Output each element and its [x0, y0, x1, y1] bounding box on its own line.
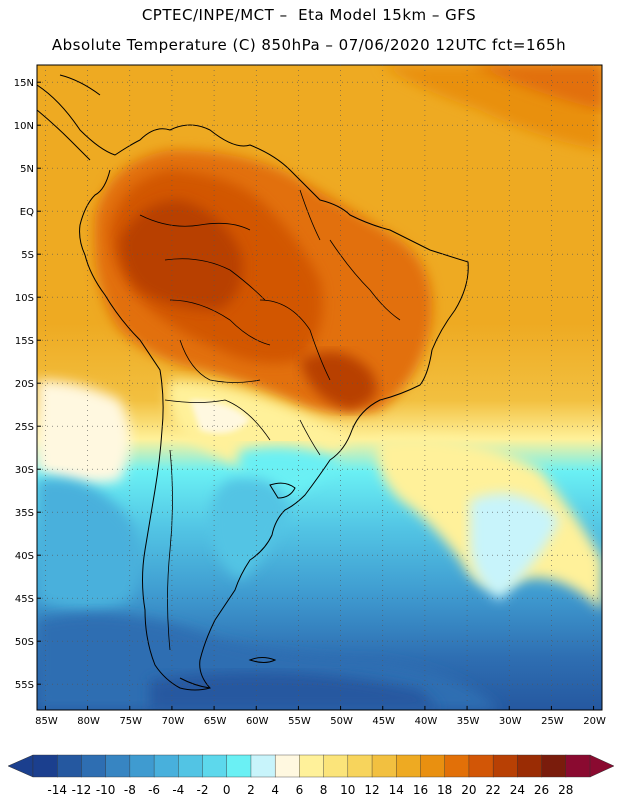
lat-label: 35S	[15, 508, 34, 519]
colorbar-label: 14	[389, 783, 404, 797]
lon-label: 25W	[541, 716, 564, 727]
lon-label: 60W	[246, 716, 269, 727]
colorbar-cell	[323, 754, 349, 778]
colorbar-left-arrow	[7, 754, 34, 778]
colorbar-cell	[32, 754, 58, 778]
colorbar-label: -12	[72, 783, 92, 797]
lon-label: 30W	[499, 716, 522, 727]
colorbar-label: 6	[296, 783, 304, 797]
colorbar-cell	[57, 754, 82, 778]
lat-label: 20S	[15, 379, 34, 390]
colorbar-label: 26	[534, 783, 549, 797]
colorbar-label: 10	[340, 783, 355, 797]
lon-label: 65W	[204, 716, 227, 727]
lat-label: 25S	[15, 422, 34, 433]
colorbar-label: -8	[124, 783, 136, 797]
colorbar-label: 18	[437, 783, 452, 797]
lat-label: 10N	[14, 121, 34, 132]
colorbar-cell	[250, 754, 276, 778]
lon-label: 40W	[415, 716, 438, 727]
lon-label: 80W	[77, 716, 100, 727]
lon-label: 20W	[583, 716, 606, 727]
lat-label: 40S	[15, 551, 34, 562]
lon-label: 55W	[288, 716, 311, 727]
coastlines	[37, 74, 469, 691]
lon-label: 35W	[457, 716, 480, 727]
colorbar-cell	[226, 754, 252, 778]
colorbar-label: -14	[47, 783, 67, 797]
colorbar-cell	[153, 754, 179, 778]
lon-label: 85W	[35, 716, 58, 727]
colorbar-cell	[129, 754, 155, 778]
colorbar-labels: -14 -12 -10 -8 -6 -4 -2 0 2 4 6 8 10 12 14 16 18 20 22 24 26…	[47, 783, 573, 797]
temperature-field	[37, 65, 602, 710]
colorbar-cell	[178, 754, 204, 778]
map-frame	[36, 64, 603, 711]
longitude-labels: 85W 80W 75W 70W 65W 60W 55W 50W 45W 40W 35W 30W 25W 2…	[35, 716, 606, 727]
colorbar-cell	[492, 754, 518, 778]
lat-label: 50S	[15, 637, 34, 648]
lat-label: 30S	[15, 465, 34, 476]
lon-label: 45W	[372, 716, 395, 727]
lon-label: 50W	[330, 716, 353, 727]
colorbar-cell	[371, 754, 397, 778]
colorbar-right-arrow	[589, 754, 615, 778]
lat-label: 10S	[15, 293, 34, 304]
colorbar-cell	[81, 754, 107, 778]
lat-label: 55S	[15, 680, 34, 691]
colorbar-cell	[541, 754, 567, 778]
colorbar-cell	[299, 754, 325, 778]
colorbar-cell	[202, 754, 228, 778]
lon-label: 75W	[119, 716, 142, 727]
lat-label: 5S	[21, 250, 34, 261]
colorbar-cell	[468, 754, 494, 778]
colorbar-label: 20	[461, 783, 476, 797]
latitude-labels: 15N 10N 5N EQ 5S 10S 15S 20S 25S 30S 35S 40S 45S 50S 5…	[14, 78, 34, 691]
lat-label: 15S	[15, 336, 34, 347]
colorbar-label: -2	[197, 783, 209, 797]
colorbar-label: -10	[96, 783, 116, 797]
colorbar-label: 28	[558, 783, 573, 797]
colorbar-label: 12	[364, 783, 379, 797]
colorbar-label: -6	[148, 783, 160, 797]
colorbar-label: 22	[485, 783, 500, 797]
colorbar-cell	[105, 754, 131, 778]
lon-label: 70W	[162, 716, 185, 727]
colorbar-label: 0	[223, 783, 231, 797]
lat-label: 15N	[14, 78, 34, 89]
lat-label: 45S	[15, 594, 34, 605]
colorbar-label: 24	[510, 783, 525, 797]
colorbar-cells	[7, 754, 615, 778]
colorbar-label: -4	[172, 783, 184, 797]
chart-title-line1: CPTEC/INPE/MCT – Eta Model 15km – GFS	[141, 6, 477, 24]
colorbar-label: 4	[271, 783, 279, 797]
colorbar-cell	[517, 754, 543, 778]
lat-label: 5N	[20, 164, 34, 175]
colorbar-cell	[420, 754, 446, 778]
colorbar-cell	[565, 754, 591, 778]
colorbar-label: 16	[413, 783, 428, 797]
colorbar-cell	[396, 754, 421, 778]
graticule	[37, 65, 602, 710]
colorbar-label: 2	[247, 783, 255, 797]
lat-label: EQ	[20, 207, 34, 218]
chart-title-line2: Absolute Temperature (C) 850hPa – 07/06/…	[51, 36, 567, 54]
colorbar-cell	[444, 754, 470, 778]
colorbar-cell	[274, 754, 300, 778]
colorbar-label: 8	[320, 783, 328, 797]
colorbar-cell	[347, 754, 373, 778]
